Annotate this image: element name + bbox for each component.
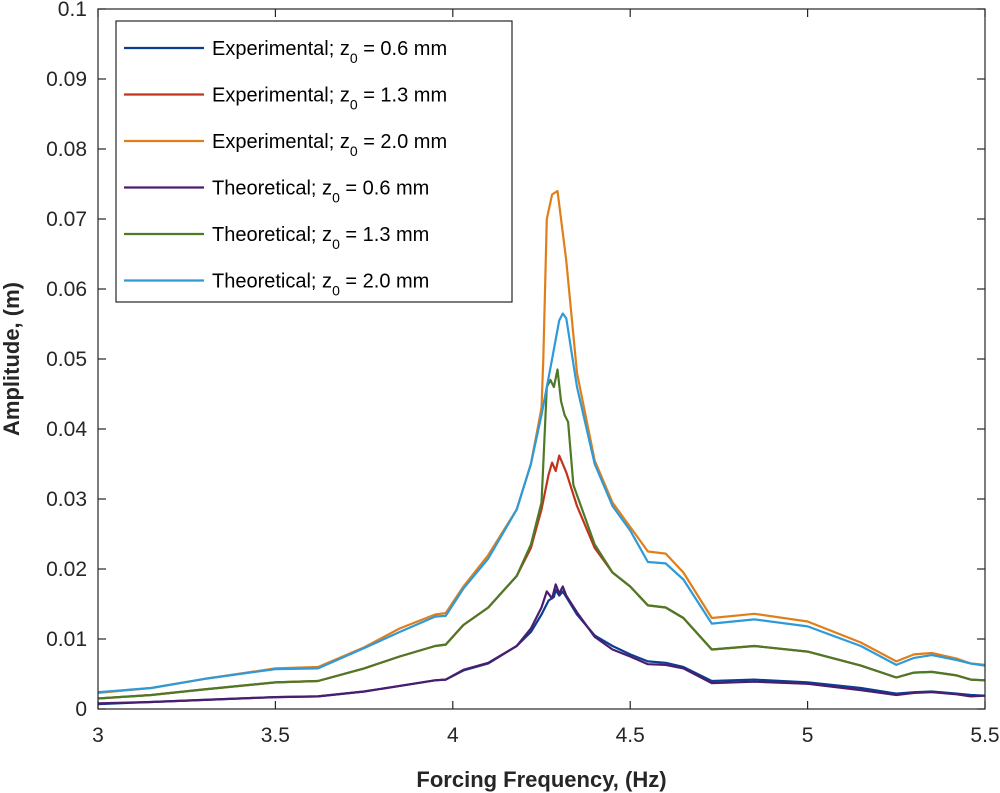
y-tick-label: 0.07 bbox=[46, 208, 87, 231]
legend-label-subscript: 0 bbox=[332, 283, 340, 299]
legend-label-suffix: = 2.0 mm bbox=[358, 131, 447, 153]
y-tick-label: 0.05 bbox=[46, 348, 87, 371]
y-tick-label: 0.04 bbox=[46, 418, 87, 441]
legend-label-suffix: = 1.3 mm bbox=[358, 85, 447, 107]
series-line-4 bbox=[97, 368, 986, 700]
ticks-layer: 3 3.5 4 4.5 5 5.5 0 0.01 0.02 0.03 0.04 0.05 0.06 0.0… bbox=[46, 0, 999, 747]
y-axis-title: Amplitude, (m) bbox=[0, 282, 24, 436]
legend-box bbox=[115, 20, 513, 303]
x-axis-title: Forcing Frequency, (Hz) bbox=[416, 767, 666, 792]
x-tick-label: 5.5 bbox=[970, 724, 999, 747]
y-tick-label: 0 bbox=[75, 698, 87, 721]
series-line-5 bbox=[97, 312, 986, 694]
x-tick-label: 3 bbox=[92, 724, 104, 747]
series-layer bbox=[97, 189, 986, 706]
legend-label-4: Theoretical; z0 = 1.3 mm bbox=[212, 224, 429, 252]
x-tick-label: 4.5 bbox=[616, 724, 645, 747]
x-tick-label: 5 bbox=[802, 724, 814, 747]
y-tick-label: 0.06 bbox=[46, 278, 87, 301]
y-tick-label: 0.1 bbox=[58, 0, 87, 21]
y-tick-label: 0.08 bbox=[46, 138, 87, 161]
x-tick-label: 3.5 bbox=[261, 724, 290, 747]
legend-label-subscript: 0 bbox=[332, 190, 340, 206]
y-tick-label: 0.03 bbox=[46, 488, 87, 511]
legend-label-subscript: 0 bbox=[350, 50, 358, 66]
legend-label-suffix: = 1.3 mm bbox=[340, 224, 429, 246]
y-tick-label: 0.09 bbox=[46, 68, 87, 91]
legend-label-subscript: 0 bbox=[350, 97, 358, 113]
legend-label-2: Experimental; z0 = 2.0 mm bbox=[212, 131, 447, 159]
series-line-2 bbox=[97, 189, 986, 694]
legend-label-5: Theoretical; z0 = 2.0 mm bbox=[212, 271, 429, 299]
legend-label-suffix: = 0.6 mm bbox=[340, 178, 429, 200]
legend-label-prefix: Theoretical; z bbox=[212, 271, 332, 293]
legend-label-1: Experimental; z0 = 1.3 mm bbox=[212, 85, 447, 113]
legend-label-3: Theoretical; z0 = 0.6 mm bbox=[212, 178, 429, 206]
y-tick-label: 0.01 bbox=[46, 628, 87, 651]
legend-label-subscript: 0 bbox=[332, 236, 340, 252]
legend-label-prefix: Experimental; z bbox=[212, 85, 350, 107]
y-tick-label: 0.02 bbox=[46, 558, 87, 581]
legend-label-suffix: = 0.6 mm bbox=[358, 38, 447, 60]
series-line-3 bbox=[97, 583, 986, 705]
legend-label-0: Experimental; z0 = 0.6 mm bbox=[212, 38, 447, 66]
legend-label-prefix: Experimental; z bbox=[212, 131, 350, 153]
legend-label-subscript: 0 bbox=[350, 143, 358, 159]
legend-label-prefix: Theoretical; z bbox=[212, 178, 332, 200]
legend-label-prefix: Theoretical; z bbox=[212, 224, 332, 246]
legend-label-prefix: Experimental; z bbox=[212, 38, 350, 60]
x-tick-label: 4 bbox=[447, 724, 459, 747]
legend-label-suffix: = 2.0 mm bbox=[340, 271, 429, 293]
